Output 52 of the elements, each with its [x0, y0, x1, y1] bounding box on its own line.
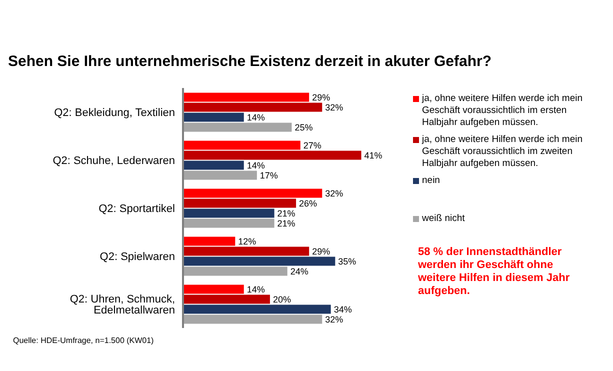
data-label: 12% — [238, 236, 256, 246]
data-label: 14% — [246, 160, 265, 170]
data-label: 21% — [277, 208, 296, 218]
data-label: 27% — [303, 140, 322, 150]
y-tick-label: Q2: Uhren, Schmuck, Edelmetallwaren — [70, 293, 175, 316]
data-label: 35% — [338, 256, 356, 266]
data-label: 32% — [325, 102, 344, 112]
bar — [183, 188, 322, 198]
data-label: 24% — [290, 266, 308, 276]
bar — [183, 198, 296, 208]
data-label: 14% — [246, 284, 265, 294]
data-label: 20% — [272, 294, 291, 304]
bar — [183, 122, 292, 132]
bar — [183, 236, 236, 246]
text: 58 % der Innenstadthändler werden ihr Geschäft ohne weitere Hilfen in diesem Jahr aufgeben. — [418, 246, 571, 298]
bar — [183, 314, 322, 324]
bar — [183, 140, 300, 150]
y-tick-label: Q2: Schuhe, Lederwaren — [52, 154, 175, 167]
bar — [183, 150, 362, 160]
bar — [183, 246, 310, 256]
data-label: 29% — [312, 92, 330, 102]
bar — [183, 170, 257, 180]
bar — [183, 284, 244, 294]
bar — [183, 208, 274, 218]
bar — [183, 266, 288, 276]
data-label: 26% — [299, 198, 318, 208]
y-tick-label: Q2: Sportartikel — [98, 202, 175, 215]
data-label: 21% — [277, 218, 296, 228]
data-label: 41% — [364, 150, 382, 160]
legend-label: weiß nicht — [422, 213, 465, 225]
bar — [183, 218, 274, 228]
data-label: 32% — [325, 188, 344, 198]
bar — [183, 304, 331, 314]
bar — [183, 112, 244, 122]
chart-title: Sehen Sie Ihre unternehmerische Existenz derzeit in akuter Gefahr? — [8, 53, 492, 70]
bar — [183, 92, 310, 102]
bar — [183, 160, 244, 170]
legend-label: nein — [422, 175, 440, 187]
y-tick-label: Q2: Spielwaren — [100, 250, 175, 263]
bar — [183, 256, 336, 266]
legend-label: ja, ohne weitere Hilfen werde ich mein Geschäft voraussichtlich im ersten Halbjahr aufgeben müssen. — [422, 93, 584, 129]
data-label: 32% — [325, 314, 344, 324]
data-label: 25% — [294, 122, 313, 132]
bar — [183, 294, 270, 304]
data-label: 34% — [334, 304, 352, 314]
data-label: 17% — [260, 170, 278, 180]
legend-label: ja, ohne weitere Hilfen werde ich mein Geschäft voraussichtlich im zweiten Halbjahr aufgeben müssen. — [422, 134, 584, 170]
data-label: 14% — [246, 112, 265, 122]
bar — [183, 102, 322, 112]
source-note: Quelle: HDE-Umfrage, n=1.500 (KW01) — [13, 336, 154, 345]
y-tick-label: Q2: Bekleidung, Textilien — [54, 106, 175, 119]
data-label: 29% — [312, 246, 330, 256]
